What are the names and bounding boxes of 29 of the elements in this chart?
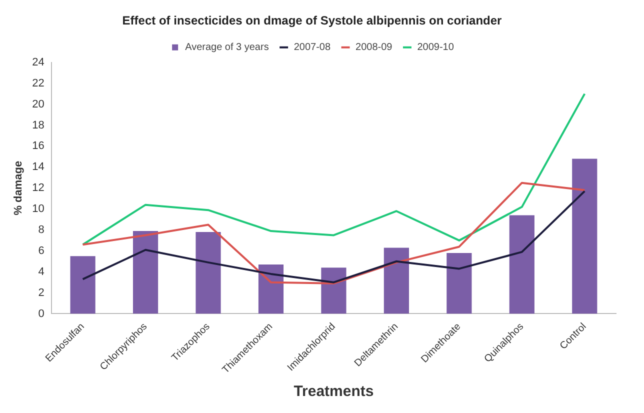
bar: [321, 268, 346, 314]
y-tick-label: 10: [32, 203, 44, 216]
bar: [70, 256, 96, 314]
legend-label: 2007-08: [294, 42, 331, 54]
bar: [258, 264, 284, 314]
y-tick-label: 8: [38, 224, 44, 236]
y-tick-label: 0: [38, 308, 44, 320]
y-axis-title: % damage: [12, 160, 25, 216]
y-tick-label: 2: [38, 286, 44, 299]
bar: [509, 215, 534, 314]
x-axis-title: Treatments: [294, 383, 374, 400]
y-tick-label: 4: [38, 266, 44, 278]
y-tick-label: 22: [32, 77, 44, 90]
y-tick-label: 20: [32, 98, 44, 110]
legend-label: 2009-10: [417, 42, 454, 54]
bar: [384, 248, 409, 314]
bar: [446, 253, 472, 314]
y-tick-label: 14: [32, 161, 44, 174]
bar: [572, 158, 598, 314]
bar: [196, 232, 221, 314]
chart-title: Effect of insecticides on dmage of Systole albipennis on coriander: [122, 14, 502, 28]
bar: [132, 231, 158, 314]
y-tick-label: 16: [32, 140, 44, 152]
y-tick-label: 24: [32, 56, 44, 68]
legend-label: Average of 3 years: [185, 42, 269, 54]
y-tick-label: 18: [32, 119, 44, 132]
legend-label: 2008-09: [356, 42, 393, 54]
y-tick-label: 6: [38, 244, 44, 257]
y-tick-label: 12: [32, 182, 44, 194]
